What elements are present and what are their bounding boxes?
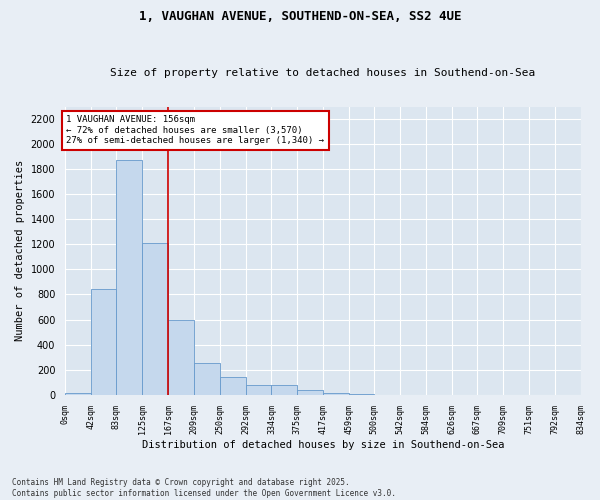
Bar	[271, 386, 297, 394]
Bar	[142, 243, 168, 394]
Bar	[220, 376, 245, 394]
Title: Size of property relative to detached houses in Southend-on-Sea: Size of property relative to detached ho…	[110, 68, 535, 78]
X-axis label: Distribution of detached houses by size in Southend-on-Sea: Distribution of detached houses by size …	[142, 440, 504, 450]
Text: Contains HM Land Registry data © Crown copyright and database right 2025.
Contai: Contains HM Land Registry data © Crown c…	[12, 478, 396, 498]
Text: 1, VAUGHAN AVENUE, SOUTHEND-ON-SEA, SS2 4UE: 1, VAUGHAN AVENUE, SOUTHEND-ON-SEA, SS2 …	[139, 10, 461, 23]
Text: 1 VAUGHAN AVENUE: 156sqm
← 72% of detached houses are smaller (3,570)
27% of sem: 1 VAUGHAN AVENUE: 156sqm ← 72% of detach…	[66, 115, 324, 145]
Bar	[194, 363, 220, 394]
Bar	[116, 160, 142, 394]
Bar	[91, 290, 116, 395]
Bar	[168, 320, 194, 394]
Bar	[297, 390, 323, 394]
Y-axis label: Number of detached properties: Number of detached properties	[15, 160, 25, 342]
Bar	[245, 386, 271, 394]
